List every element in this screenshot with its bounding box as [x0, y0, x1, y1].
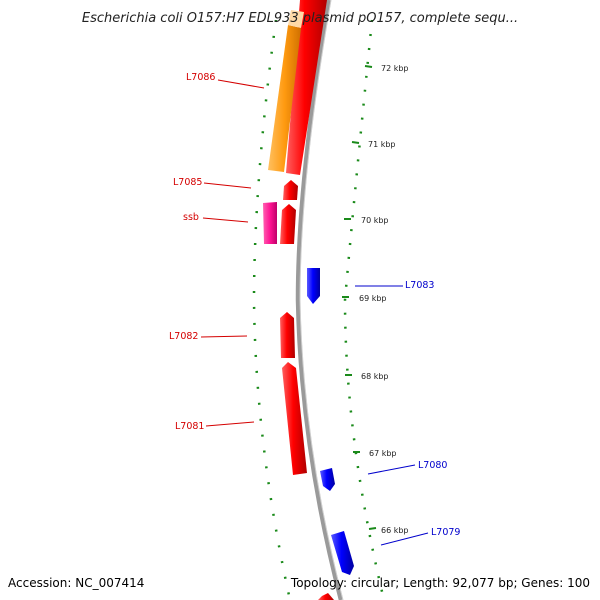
- feature-L7080: [320, 468, 335, 491]
- feature-orange: [268, 25, 301, 172]
- feature-orange-tip: [288, 10, 304, 28]
- gene-label-L7080: L7080: [418, 460, 447, 471]
- plasmid-backbone: [295, 0, 344, 600]
- outer-tick-ring: [343, 19, 386, 600]
- feature-red-top: [286, 0, 327, 175]
- scale-label-70kbp: 70 kbp: [361, 216, 389, 225]
- scale-major-ticks: [342, 65, 377, 530]
- feature-L7079: [331, 531, 354, 575]
- feature-magenta: [263, 202, 277, 244]
- feature-L7082: [280, 312, 295, 358]
- summary-text: Topology: circular; Length: 92,077 bp; G…: [290, 576, 590, 590]
- gene-label-L7082: L7082: [169, 331, 198, 342]
- gene-label-L7083: L7083: [405, 280, 434, 291]
- scale-label-69kbp: 69 kbp: [359, 294, 387, 303]
- feature-L7085: [283, 180, 298, 200]
- scale-label-66kbp: 66 kbp: [381, 526, 409, 535]
- label-leaders: [200, 79, 429, 546]
- scale-label-67kbp: 67 kbp: [369, 449, 397, 458]
- gene-label-ssb: ssb: [183, 212, 199, 223]
- scale-label-72kbp: 72 kbp: [381, 64, 409, 73]
- inner-tick-ring: [252, 19, 292, 600]
- gene-label-L7079: L7079: [431, 527, 460, 538]
- scale-label-71kbp: 71 kbp: [368, 140, 396, 149]
- accession-text: Accession: NC_007414: [8, 576, 144, 590]
- feature-ssb: [280, 204, 296, 244]
- feature-L7081: [282, 362, 307, 475]
- feature-red-bottom: [318, 593, 334, 600]
- scale-label-68kbp: 68 kbp: [361, 372, 389, 381]
- feature-L7083: [307, 268, 320, 304]
- gene-label-L7081: L7081: [175, 421, 204, 432]
- gene-label-L7085: L7085: [173, 177, 202, 188]
- gene-label-L7086: L7086: [186, 72, 215, 83]
- map-title: Escherichia coli O157:H7 EDL933 plasmid …: [82, 11, 518, 26]
